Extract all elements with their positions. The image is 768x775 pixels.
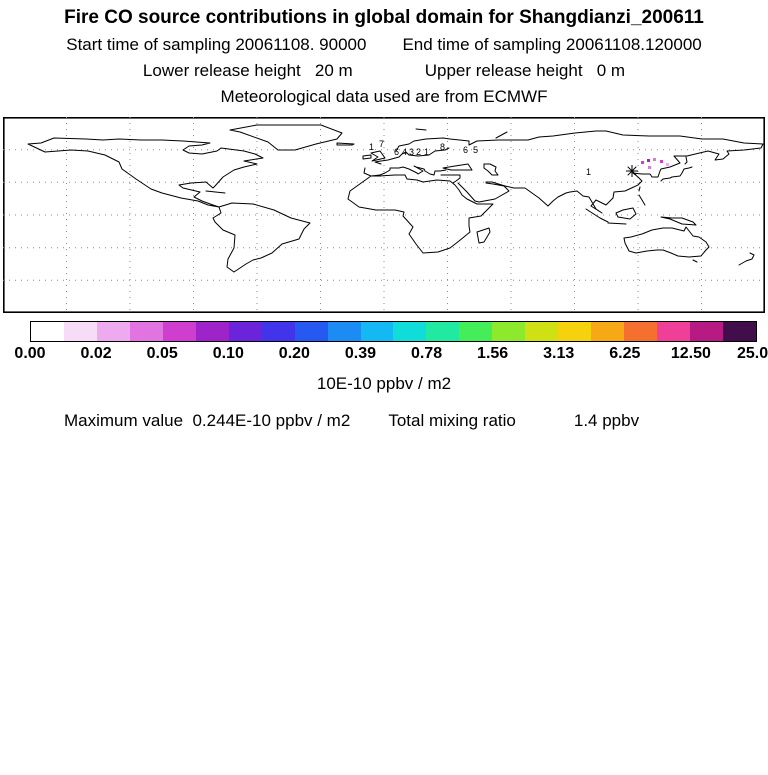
svg-text:1: 1	[369, 142, 374, 152]
lower-release-text: Lower release height 20 m	[142, 61, 353, 80]
colorbar-cell	[294, 322, 328, 341]
max-value-text: Maximum value 0.244E-10 ppbv / m2	[64, 411, 351, 430]
colorbar-cell	[723, 322, 756, 341]
colorbar-cell	[624, 322, 658, 341]
total-mixing-ratio-label: Total mixing ratio	[388, 411, 516, 430]
start-time-text: Start time of sampling 20061108. 90000	[66, 35, 367, 54]
met-source-text: Meteorological data used are from ECMWF	[220, 87, 548, 106]
sampling-times-line: Start time of sampling 20061108. 90000 E…	[0, 35, 768, 55]
colorbar-tick-label: 0.00	[14, 345, 46, 362]
svg-text:6: 6	[394, 147, 399, 157]
colorbar-cell	[492, 322, 526, 341]
colorbar-cell	[63, 322, 97, 341]
total-mixing-ratio-value: 1.4 ppbv	[573, 411, 640, 430]
colorbar-tick-label: 12.50	[670, 345, 711, 362]
colorbar-cell	[261, 322, 295, 341]
colorbar-tick-label: 1.56	[477, 345, 509, 362]
colorbar-tick-label: 0.39	[344, 345, 377, 362]
colorbar-cell	[162, 322, 196, 341]
colorbar-cell	[31, 322, 64, 341]
figure-title: Fire CO source contributions in global d…	[64, 7, 704, 28]
colorbar-tick-label: 0.10	[212, 345, 244, 362]
graticule	[3, 117, 765, 313]
colorbar-cell	[657, 322, 691, 341]
colorbar-panel: 0.00 0.02 0.05 0.10 0.20 0.39 0.78 1.56 3.13 6.25…	[14, 321, 768, 365]
colorbar-tick-label: 3.13	[543, 345, 575, 362]
colorbar-tick-label: 6.25	[609, 345, 641, 362]
colorbar-units-label: 10E-10 ppbv / m2	[316, 374, 452, 393]
coastlines	[27, 124, 764, 273]
end-time-text: End time of sampling 20061108.120000	[402, 35, 702, 54]
svg-text:1: 1	[424, 147, 429, 157]
summary-line: Maximum value 0.244E-10 ppbv / m2 Total …	[0, 411, 768, 431]
colorbar-tick-label: 0.05	[146, 345, 178, 362]
svg-text:4: 4	[402, 147, 407, 157]
colorbar-cell	[327, 322, 361, 341]
svg-text:1: 1	[586, 167, 591, 177]
colorbar-cell	[690, 322, 724, 341]
colorbar-cell	[591, 322, 625, 341]
plume-pixels	[641, 158, 669, 169]
svg-text:3: 3	[409, 147, 414, 157]
colorbar	[30, 321, 757, 342]
colorbar-cell	[393, 322, 427, 341]
svg-text:8: 8	[440, 142, 445, 152]
station-marker	[626, 165, 638, 177]
colorbar-cell	[195, 322, 229, 341]
release-heights-line: Lower release height 20 m Upper release …	[0, 61, 768, 81]
asterisk-icon	[626, 165, 638, 177]
met-data-line: Meteorological data used are from ECMWF	[0, 87, 768, 107]
colorbar-cell	[96, 322, 130, 341]
colorbar-tick-label: 25.00	[736, 345, 768, 362]
svg-text:5: 5	[473, 145, 478, 155]
colorbar-cell	[426, 322, 460, 341]
colorbar-ticks: 0.00 0.02 0.05 0.10 0.20 0.39 0.78 1.56 3.13 6.25…	[14, 345, 768, 365]
upper-release-text: Upper release height 0 m	[424, 61, 626, 80]
colorbar-cell	[459, 322, 493, 341]
colorbar-cell	[228, 322, 262, 341]
svg-text:2: 2	[416, 147, 421, 157]
contour-labels: 1 76 4 3 2 1 8 6 51	[369, 139, 591, 177]
colorbar-tick-label: 0.02	[80, 345, 112, 362]
world-map: 1 76 4 3 2 1 8 6 51	[3, 117, 765, 313]
colorbar-cell	[525, 322, 559, 341]
colorbar-cell	[129, 322, 163, 341]
colorbar-cell	[558, 322, 592, 341]
svg-text:7: 7	[379, 139, 384, 149]
colorbar-cell	[360, 322, 394, 341]
colorbar-tick-label: 0.78	[410, 345, 443, 362]
svg-text:6: 6	[463, 145, 468, 155]
colorbar-tick-label: 0.20	[278, 345, 310, 362]
coastline-path	[27, 124, 764, 273]
figure-page: Fire CO source contributions in global d…	[0, 7, 768, 431]
